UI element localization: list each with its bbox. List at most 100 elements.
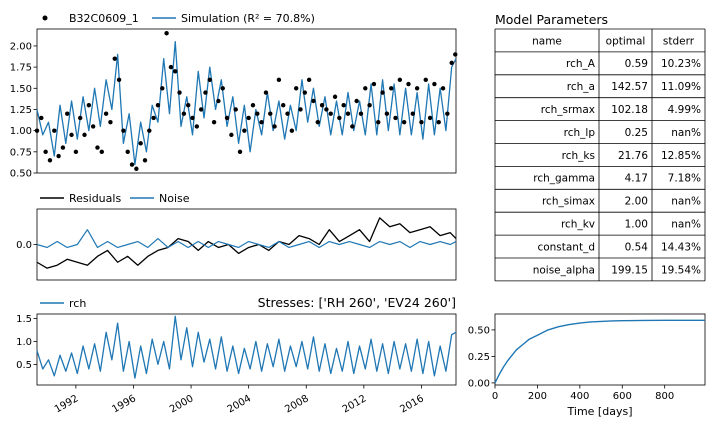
observed-point bbox=[315, 119, 320, 125]
table-cell: 0.25 bbox=[625, 127, 648, 139]
noise-line bbox=[36, 229, 457, 249]
step-x-tick-label: 0 bbox=[492, 391, 498, 402]
observed-point bbox=[406, 81, 411, 87]
legend-label-residuals: Residuals bbox=[69, 192, 121, 205]
stresses-x-ticks: 1992 1996 2000 2004 2008 2012 2016 bbox=[53, 385, 426, 416]
observed-point bbox=[250, 103, 256, 108]
observed-point bbox=[112, 56, 117, 61]
table-cell: nan% bbox=[671, 196, 701, 208]
observed-point bbox=[302, 90, 308, 95]
step-panel: 0.00 0.25 0.50 0 200 400 600 800 Time [days] bbox=[468, 313, 706, 418]
fit-y-tick-label: 0.75 bbox=[10, 147, 32, 158]
table-cell: rch_srmax bbox=[541, 104, 595, 116]
observed-point bbox=[268, 111, 273, 116]
stresses-x-tick-label: 1996 bbox=[110, 393, 138, 415]
table-cell: 19.54% bbox=[661, 264, 701, 276]
observed-point bbox=[108, 119, 113, 125]
observed-point bbox=[47, 158, 53, 163]
observed-point bbox=[65, 111, 70, 116]
step-x-label: Time [days] bbox=[567, 405, 633, 418]
step-y-tick-label: 0.25 bbox=[468, 352, 490, 363]
stresses-x-tick-label: 2008 bbox=[283, 393, 311, 415]
observed-point bbox=[263, 90, 269, 95]
step-y-ticks: 0.00 0.25 0.50 bbox=[468, 325, 495, 389]
stresses-series-group bbox=[36, 315, 457, 379]
stresses-plot-area bbox=[36, 313, 457, 386]
table-cell: 12.85% bbox=[661, 150, 701, 162]
observed-point bbox=[160, 86, 165, 91]
table-header-cell: name bbox=[532, 35, 562, 47]
observed-point bbox=[453, 52, 458, 57]
observed-point bbox=[207, 77, 212, 83]
table-cell: 11.09% bbox=[661, 81, 701, 93]
fit-simulation-series bbox=[36, 41, 457, 166]
step-x-tick-label: 400 bbox=[570, 391, 589, 402]
observed-point bbox=[328, 111, 333, 116]
step-x-tick-label: 800 bbox=[655, 391, 674, 402]
legend-marker-observed bbox=[42, 15, 48, 21]
observed-point bbox=[259, 119, 264, 125]
observed-point bbox=[211, 119, 217, 125]
table-cell: 142.57 bbox=[611, 81, 648, 93]
table-cell: rch_A bbox=[566, 58, 596, 70]
observed-point bbox=[289, 128, 295, 133]
observed-point bbox=[376, 119, 381, 125]
observed-point bbox=[142, 158, 148, 163]
observed-point bbox=[99, 149, 104, 155]
observed-point bbox=[125, 149, 130, 155]
observed-point bbox=[293, 86, 299, 91]
fit-plot-area bbox=[36, 28, 457, 174]
observed-point bbox=[432, 81, 437, 87]
step-response-line bbox=[494, 319, 705, 384]
legend-label-rch: rch bbox=[69, 297, 86, 310]
observed-point bbox=[155, 103, 161, 108]
fit-y-tick-label: 2.00 bbox=[10, 41, 32, 52]
residuals-panel: 0.0 Residuals Noise bbox=[16, 192, 457, 281]
fit-y-ticks: 0.50 0.75 1.00 1.25 1.50 1.75 2.00 bbox=[10, 41, 37, 180]
observed-point bbox=[397, 77, 403, 83]
table-cell: 102.18 bbox=[611, 104, 648, 116]
table-cell: 0.54 bbox=[625, 241, 649, 253]
observed-point bbox=[220, 86, 225, 91]
observed-point bbox=[151, 115, 156, 121]
rch-line bbox=[36, 315, 457, 379]
observed-point bbox=[281, 103, 286, 108]
observed-point bbox=[427, 115, 433, 121]
observed-point bbox=[69, 132, 74, 138]
observed-point bbox=[419, 119, 424, 125]
observed-point bbox=[134, 166, 139, 171]
stresses-panel: 0.5 1.0 1.5 1992 1996 2000 2004 2008 2012 2016 r… bbox=[16, 295, 457, 416]
step-plot-area bbox=[494, 313, 706, 386]
table-cell: rch_gamma bbox=[533, 173, 595, 185]
table-cell: 10.23% bbox=[661, 58, 701, 70]
observed-point bbox=[216, 98, 221, 104]
observed-point bbox=[306, 77, 312, 83]
observed-point bbox=[246, 115, 251, 121]
observed-point bbox=[233, 107, 238, 112]
residuals-series-group bbox=[36, 217, 457, 269]
observed-point bbox=[147, 128, 152, 133]
observed-point bbox=[116, 77, 122, 83]
observed-point bbox=[414, 86, 420, 91]
observed-point bbox=[73, 149, 79, 155]
table-cell: rch_simax bbox=[542, 196, 595, 208]
observed-point bbox=[423, 77, 428, 83]
observed-point bbox=[229, 132, 234, 138]
table-cell: nan% bbox=[671, 218, 701, 230]
step-y-tick-label: 0.00 bbox=[468, 378, 490, 389]
observed-point bbox=[255, 111, 260, 116]
observed-point bbox=[276, 77, 282, 83]
observed-point bbox=[324, 107, 329, 112]
observed-point bbox=[436, 119, 441, 125]
fit-observed-series bbox=[34, 31, 458, 171]
stresses-y-tick-label: 1.0 bbox=[16, 337, 32, 348]
table-cell: 1.00 bbox=[625, 218, 648, 230]
observed-point bbox=[95, 145, 100, 150]
table-cell: rch_a bbox=[567, 81, 595, 93]
residuals-plot-area bbox=[36, 208, 457, 281]
observed-point bbox=[380, 90, 385, 95]
table-cell: rch_kv bbox=[561, 218, 595, 230]
stresses-x-tick-label: 1992 bbox=[53, 393, 81, 415]
table-cell: 21.76 bbox=[618, 150, 648, 162]
